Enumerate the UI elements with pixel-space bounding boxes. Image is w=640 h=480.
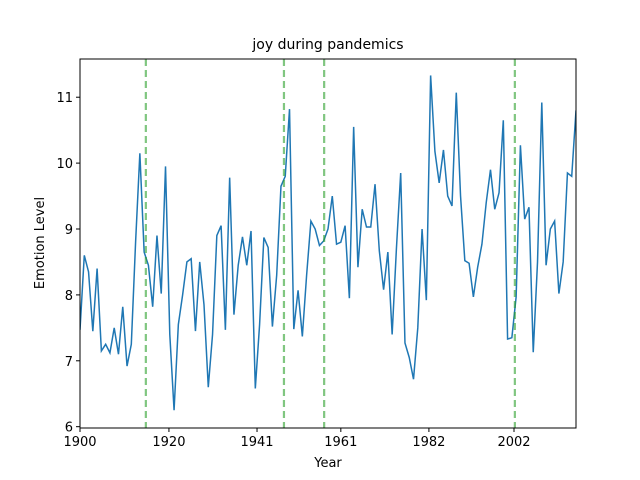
x-axis-label: Year [313, 456, 342, 471]
y-tick-label: 10 [56, 157, 73, 172]
x-tick-label: 2002 [497, 435, 530, 450]
y-tick-label: 9 [65, 223, 73, 238]
x-tick-label: 1920 [152, 435, 185, 450]
x-tick-label: 1961 [324, 435, 357, 450]
y-tick-label: 7 [65, 355, 73, 370]
x-tick-label: 1982 [412, 435, 445, 450]
x-tick-label: 1900 [63, 435, 96, 450]
data-line [80, 75, 576, 411]
y-tick-label: 8 [65, 289, 73, 304]
x-tick-label: 1941 [240, 435, 273, 450]
y-tick-label: 6 [65, 421, 73, 436]
plot-frame [79, 58, 577, 429]
chart-title: joy during pandemics [251, 37, 403, 53]
y-tick-label: 11 [56, 91, 73, 106]
y-axis-label: Emotion Level [33, 197, 48, 289]
